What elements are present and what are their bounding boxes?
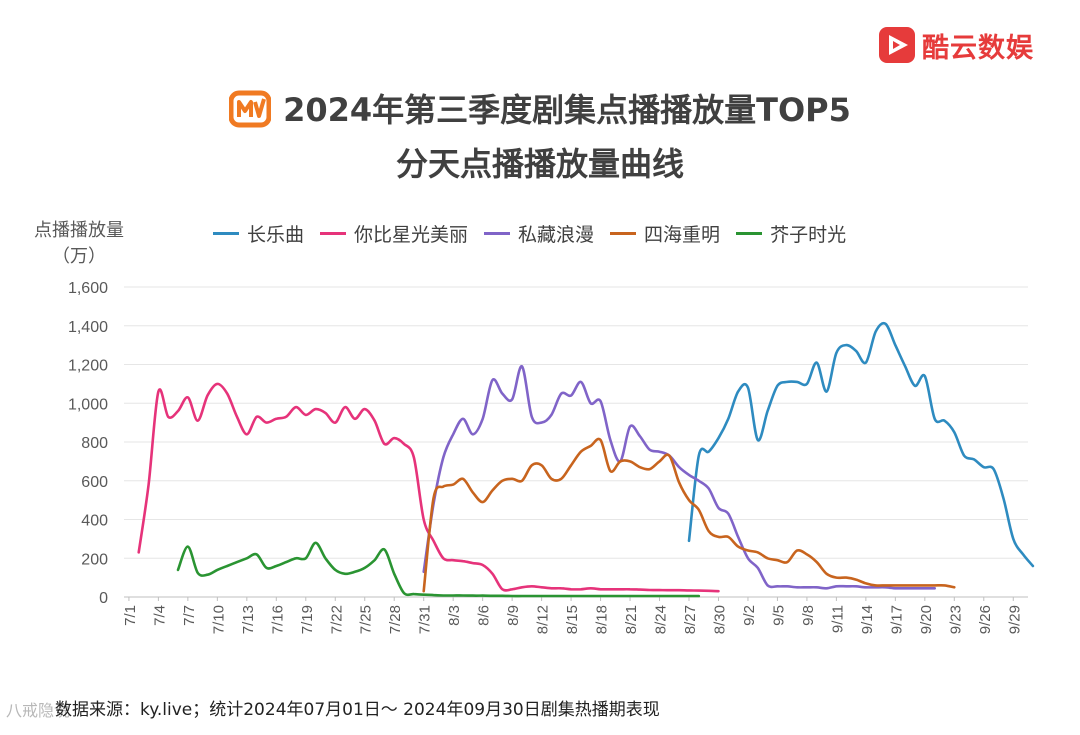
series-line-5 — [176, 541, 701, 598]
brand-logo: 酷云数娱 — [878, 25, 1034, 65]
x-tick-label: 9/29 — [1006, 605, 1023, 634]
x-tick-label: 8/27 — [682, 605, 699, 634]
legend-label: 芥子时光 — [770, 224, 847, 246]
x-tick-label: 7/4 — [151, 605, 168, 626]
x-tick-label: 9/23 — [947, 605, 964, 634]
y-tick-label: 1,200 — [68, 358, 108, 375]
brand-name: 酷云数娱 — [922, 32, 1034, 64]
x-tick-label: 8/3 — [446, 605, 463, 626]
x-tick-label: 7/1 — [122, 605, 139, 626]
x-tick-label: 7/16 — [269, 605, 286, 634]
legend-swatch — [213, 232, 239, 235]
x-tick-label: 8/30 — [711, 605, 728, 634]
x-tick-label: 9/14 — [859, 605, 876, 634]
legend-swatch — [610, 232, 637, 235]
legend-swatch — [320, 232, 347, 235]
watermark: 八戒隐说 — [6, 701, 71, 720]
x-tick-label: 9/20 — [918, 605, 935, 634]
legend-label: 私藏浪漫 — [518, 224, 595, 246]
chart-title: 2024年第三季度剧集点播播放量TOP5 分天点播播放量曲线 — [0, 85, 1080, 185]
y-axis-label: 点播播放量 （万） — [28, 218, 130, 270]
y-tick-label: 400 — [81, 513, 108, 530]
y-axis-label-line-2: （万） — [52, 246, 106, 267]
x-tick-label: 9/5 — [770, 605, 787, 626]
mango-tv-logo-icon — [229, 90, 272, 128]
kuyun-play-icon — [879, 27, 915, 63]
series-line-2 — [137, 382, 720, 593]
chart-legend: 长乐曲 你比星光美丽 私藏浪漫 四海重明 芥子时光 — [213, 220, 846, 247]
x-tick-label: 7/13 — [240, 605, 257, 634]
legend-item: 长乐曲 — [213, 220, 304, 247]
y-tick-label: 0 — [99, 590, 108, 607]
x-tick-label: 8/12 — [535, 605, 552, 634]
y-tick-label: 200 — [81, 551, 108, 568]
x-tick-label: 7/25 — [358, 605, 375, 634]
title-line-2: 分天点播播放量曲线 — [395, 145, 684, 183]
legend-item: 芥子时光 — [736, 220, 846, 247]
legend-label: 你比星光美丽 — [354, 224, 469, 246]
x-tick-label: 7/28 — [387, 605, 404, 634]
legend-label: 四海重明 — [644, 224, 721, 246]
y-tick-label: 1,000 — [68, 396, 108, 413]
legend-item: 你比星光美丽 — [320, 220, 468, 247]
x-tick-label: 8/6 — [476, 605, 493, 626]
x-tick-label: 9/2 — [741, 605, 758, 626]
legend-swatch — [484, 232, 511, 235]
legend-label: 长乐曲 — [247, 224, 305, 246]
x-tick-label: 7/7 — [181, 605, 198, 626]
x-tick-label: 9/11 — [829, 605, 846, 633]
legend-swatch — [736, 232, 763, 235]
x-tick-label: 8/21 — [623, 605, 640, 634]
x-tick-label: 7/19 — [299, 605, 316, 634]
y-tick-label: 800 — [81, 435, 108, 452]
x-tick-label: 9/17 — [888, 605, 905, 634]
legend-item: 私藏浪漫 — [484, 220, 594, 247]
x-tick-label: 8/9 — [505, 605, 522, 626]
y-tick-label: 600 — [81, 474, 108, 491]
x-tick-label: 8/18 — [594, 605, 611, 634]
series-line-1 — [687, 321, 1035, 568]
series-line-4 — [422, 437, 956, 593]
series-line-3 — [422, 365, 936, 590]
data-source-note: 数据来源：ky.live；统计2024年07月01日～ 2024年09月30日剧… — [55, 700, 660, 720]
title-line-1: 2024年第三季度剧集点播播放量TOP5 — [283, 91, 851, 129]
x-tick-label: 9/8 — [800, 605, 817, 626]
x-tick-label: 7/22 — [328, 605, 345, 634]
x-tick-label: 9/26 — [977, 605, 994, 634]
legend-item: 四海重明 — [610, 220, 720, 247]
x-tick-label: 7/31 — [417, 605, 434, 634]
y-tick-label: 1,400 — [68, 319, 108, 336]
x-tick-label: 8/24 — [653, 605, 670, 634]
y-axis-label-line-1: 点播播放量 — [34, 220, 124, 241]
x-tick-label: 8/15 — [564, 605, 581, 634]
y-tick-label: 1,600 — [68, 280, 108, 297]
x-tick-label: 7/10 — [210, 605, 227, 634]
